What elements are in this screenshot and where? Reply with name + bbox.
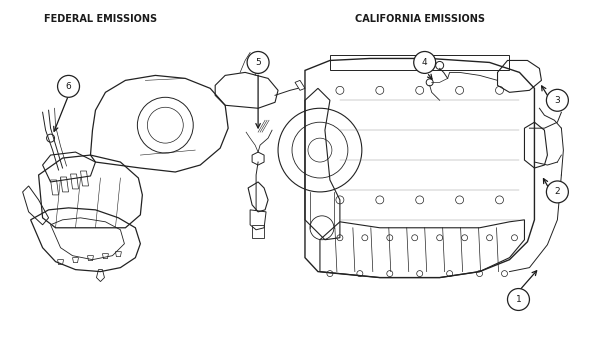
Circle shape	[57, 75, 79, 97]
Text: 4: 4	[422, 58, 427, 67]
Text: 3: 3	[555, 96, 560, 105]
Text: 6: 6	[66, 82, 72, 91]
Text: FEDERAL EMISSIONS: FEDERAL EMISSIONS	[44, 14, 157, 24]
Text: CALIFORNIA EMISSIONS: CALIFORNIA EMISSIONS	[355, 14, 485, 24]
Circle shape	[546, 181, 568, 203]
Circle shape	[507, 289, 529, 311]
Circle shape	[247, 51, 269, 74]
Text: 2: 2	[555, 187, 560, 196]
Circle shape	[546, 89, 568, 111]
Circle shape	[414, 51, 436, 74]
Text: 1: 1	[516, 295, 522, 304]
Text: 5: 5	[255, 58, 261, 67]
